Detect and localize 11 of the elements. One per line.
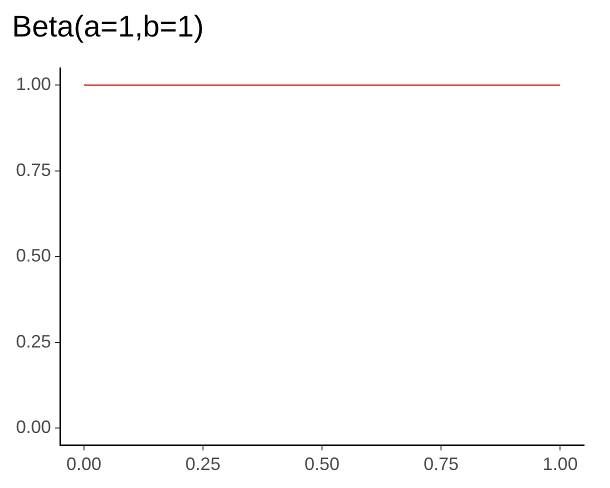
y-tick-label: 0.75 — [16, 160, 52, 180]
x-tick-label: 0.25 — [185, 454, 220, 474]
y-tick-label: 1.00 — [16, 74, 52, 94]
y-tick-label: 0.00 — [16, 417, 52, 438]
x-tick-label: 0.50 — [304, 454, 340, 474]
x-tick-label: 0.75 — [424, 454, 459, 474]
x-tick-label: 0.00 — [66, 454, 102, 474]
y-tick-label: 0.50 — [16, 246, 52, 266]
chart-title: Beta(a=1,b=1) — [12, 10, 204, 44]
y-tick-label: 0.25 — [16, 331, 52, 352]
x-tick-label: 1.00 — [542, 454, 578, 474]
